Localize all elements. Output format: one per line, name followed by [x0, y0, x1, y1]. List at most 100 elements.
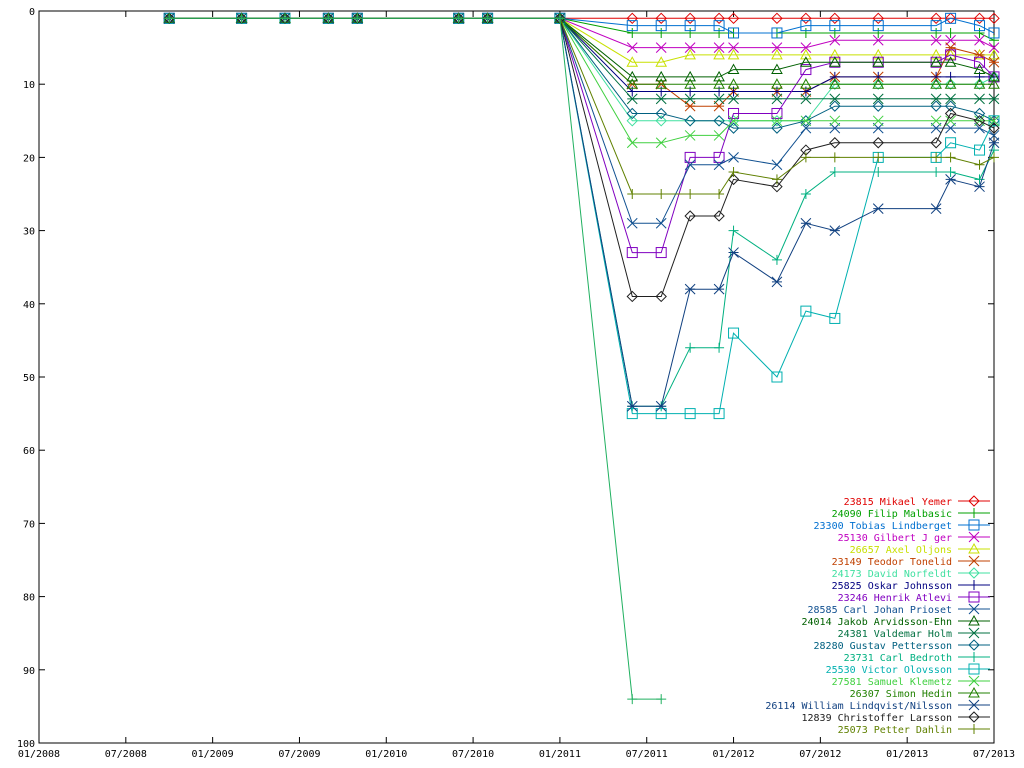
data-point [727, 63, 740, 75]
legend-entry: 23300 Tobias Lindberget [814, 519, 990, 532]
data-point [974, 56, 986, 68]
data-point [714, 189, 725, 199]
data-point [655, 78, 668, 89]
data-point [655, 115, 667, 127]
data-point [988, 122, 1000, 134]
data-point [626, 70, 639, 82]
data-point [655, 408, 667, 420]
legend-marker [968, 495, 980, 507]
data-point [988, 48, 1000, 60]
data-point [988, 70, 1000, 82]
data-point [771, 174, 782, 185]
legend-entry: 24173 David Norfeldt [832, 567, 990, 580]
data-point [684, 20, 696, 32]
data-point [872, 137, 884, 149]
data-point [713, 210, 725, 222]
legend-entry: 25825 Oskar Johnsson [832, 580, 990, 592]
data-point [626, 290, 638, 303]
legend-marker [968, 555, 980, 567]
data-point [829, 27, 840, 38]
series-line [169, 17, 995, 122]
data-point [713, 130, 725, 141]
data-point [989, 35, 999, 46]
data-point [771, 159, 783, 171]
x-tick-label: 07/2010 [452, 749, 494, 760]
data-point [684, 12, 696, 25]
data-point [973, 107, 986, 120]
data-point [973, 78, 986, 89]
x-tick-label: 07/2009 [278, 749, 320, 760]
series-3 [163, 12, 1000, 39]
data-point [713, 115, 725, 127]
legend-entry: 26114 William Lindqvist/Nilsson [765, 699, 990, 712]
legend-label: 26114 William Lindqvist/Nilsson [765, 701, 952, 712]
data-point [930, 115, 942, 127]
legend-marker [969, 652, 979, 662]
legend-entry: 23731 Carl Bedroth [844, 652, 990, 664]
data-point [727, 48, 740, 60]
legend-label: 24173 David Norfeldt [832, 569, 952, 580]
data-point [872, 56, 885, 67]
data-point [713, 151, 725, 163]
data-point [974, 144, 986, 156]
data-point [728, 225, 739, 236]
legend-marker [968, 542, 980, 554]
data-point [627, 27, 638, 38]
data-point [236, 13, 247, 24]
data-point [771, 122, 783, 134]
data-point [771, 93, 783, 105]
y-tick-label: 90 [23, 666, 35, 677]
data-point [655, 217, 667, 229]
data-point [714, 27, 725, 38]
legend-label: 25073 Petter Dahlin [838, 725, 952, 736]
data-point [931, 167, 942, 178]
data-point [713, 48, 725, 60]
data-point [655, 290, 667, 303]
data-point [988, 12, 1000, 25]
legend-label: 23300 Tobias Lindberget [814, 521, 952, 532]
data-point [800, 305, 812, 317]
legend-marker [968, 686, 980, 698]
data-point [872, 20, 884, 32]
data-point [655, 400, 667, 412]
data-point [655, 107, 667, 120]
data-point [872, 78, 884, 90]
series-line [169, 17, 995, 41]
data-point [685, 342, 696, 353]
legend-marker [968, 614, 980, 626]
data-point [728, 115, 739, 127]
data-point [626, 12, 638, 25]
data-point [684, 42, 696, 53]
legend-marker [969, 580, 979, 590]
data-point [685, 27, 696, 38]
data-point [728, 247, 739, 258]
data-point [988, 27, 1000, 39]
data-point [829, 167, 840, 178]
legend-marker [968, 519, 980, 531]
data-point [626, 115, 638, 127]
data-point [728, 42, 739, 53]
data-point [973, 78, 986, 90]
legend-marker [968, 627, 980, 639]
data-point [829, 152, 840, 163]
data-point [872, 48, 885, 60]
data-point [656, 27, 667, 38]
data-point [945, 93, 956, 105]
legend-label: 26307 Simon Hedin [850, 689, 952, 700]
data-point [728, 93, 739, 105]
data-point [627, 189, 638, 199]
legend-entry: 23246 Henrik Atlevi [838, 591, 990, 604]
data-point [988, 137, 1000, 149]
data-point [656, 189, 667, 199]
data-point [872, 34, 884, 46]
data-point [771, 254, 782, 265]
data-point [626, 137, 638, 149]
data-point [873, 167, 884, 178]
y-tick-label: 20 [23, 153, 35, 164]
series-line [169, 17, 994, 85]
legend-label: 28280 Gustav Pettersson [814, 641, 952, 652]
legend-entry: 25530 Victor Olovsson [826, 663, 990, 676]
series-layer [163, 12, 1000, 705]
data-point [930, 48, 942, 60]
